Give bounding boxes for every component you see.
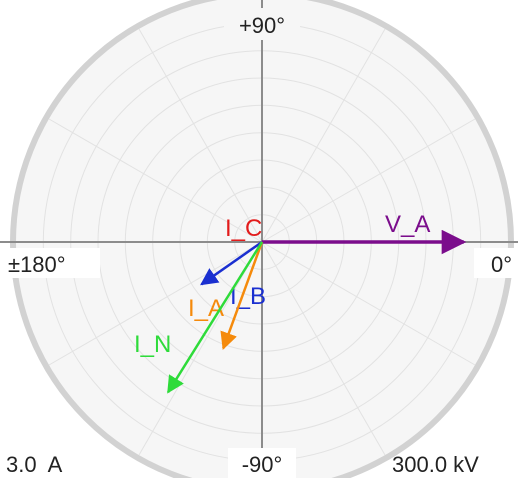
grid-spoke <box>261 241 386 456</box>
grid-spokes <box>48 28 476 456</box>
angle-label-left: ±180° <box>8 252 66 277</box>
angle-label-right: 0° <box>491 252 512 277</box>
angle-label-top: +90° <box>239 13 285 38</box>
grid-spoke <box>261 28 386 243</box>
grid-spoke <box>138 241 263 456</box>
phasor-layer: V_A I_C I_BI_A I_N <box>134 211 467 394</box>
grid-spoke <box>261 241 476 366</box>
right-label-bg <box>474 248 514 278</box>
axis-labels: +90° ±180° 0° -90° 3.0 A 300.0 kV <box>6 8 514 478</box>
current-scale-label: 3.0 A <box>6 452 63 477</box>
voltage-scale-label: 300.0 kV <box>392 452 479 477</box>
bottom-label-bg <box>228 448 296 478</box>
left-label-bg <box>8 248 100 278</box>
top-label-bg <box>224 8 300 40</box>
grid-spoke <box>138 28 263 243</box>
phasor-label-i-c: I_C <box>225 215 262 242</box>
grid-spoke <box>48 241 263 366</box>
phasor-label-i-n: I_N <box>134 331 171 358</box>
grid-spoke <box>261 118 476 243</box>
phasor-i-b <box>200 240 263 286</box>
phasor-label-v-a: V_A <box>385 211 430 238</box>
phasor-label-i-a: I_A <box>188 295 224 322</box>
angle-label-bottom: -90° <box>242 452 283 477</box>
phasor-label-i-b: I_B <box>230 283 266 310</box>
grid-spoke <box>48 118 263 243</box>
phasor-i-a <box>220 241 264 350</box>
phasor-i-n <box>167 241 264 394</box>
